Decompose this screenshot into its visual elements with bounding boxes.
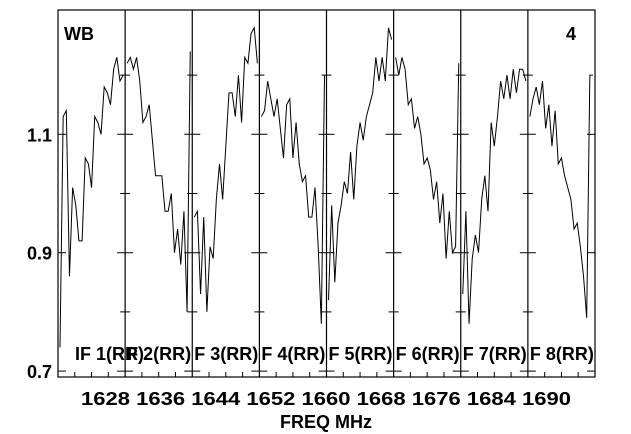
y-tick-label: 0.7: [27, 362, 52, 382]
panel-label: IF 1(RR): [75, 344, 144, 364]
x-axis-label: FREQ MHz: [280, 412, 372, 432]
panel-label: F 3(RR): [194, 344, 258, 364]
panel-label: F 6(RR): [396, 344, 460, 364]
y-tick-label: 1.1: [27, 125, 52, 145]
panel-label: F 4(RR): [261, 344, 325, 364]
panel-4: F 4(RR): [251, 10, 325, 377]
panel-label: F 7(RR): [463, 344, 527, 364]
panel-3: F 3(RR): [184, 10, 258, 377]
series-line-if8: [529, 74, 593, 318]
panel-5: F 5(RR): [318, 10, 393, 377]
corner-label-right: 4: [566, 24, 576, 44]
panel-layer: IF 1(RR)F 2(RR) F 3(RR) F 4(RR) F 5(RR) F 6(…: [59, 10, 594, 377]
panel-2: F 2(RR): [117, 10, 191, 377]
y-axis: 0.7 0.9 1.1: [27, 125, 595, 382]
panel-label: F 2(RR): [127, 344, 191, 364]
series-line-if5: [328, 27, 393, 301]
panel-7: F 7(RR): [452, 10, 527, 377]
corner-label-left: WB: [64, 24, 94, 44]
series-line-if4: [260, 75, 325, 324]
panel-1: IF 1(RR): [59, 57, 144, 377]
panel-8: F 8(RR): [519, 10, 594, 377]
panel-label: F 8(RR): [530, 344, 594, 364]
panel-6: F 6(RR): [385, 10, 460, 377]
series-line-if1: [59, 57, 124, 348]
series-line-if6: [395, 57, 460, 259]
panel-label: F 5(RR): [329, 344, 393, 364]
series-line-if7: [462, 68, 527, 324]
series-line-if3: [193, 26, 258, 312]
x-tick-labels: 1628 1636 1644 1652 1660 1668 1676 1684 …: [81, 389, 571, 409]
y-tick-label: 0.9: [27, 244, 52, 264]
series-line-if2: [126, 51, 191, 312]
